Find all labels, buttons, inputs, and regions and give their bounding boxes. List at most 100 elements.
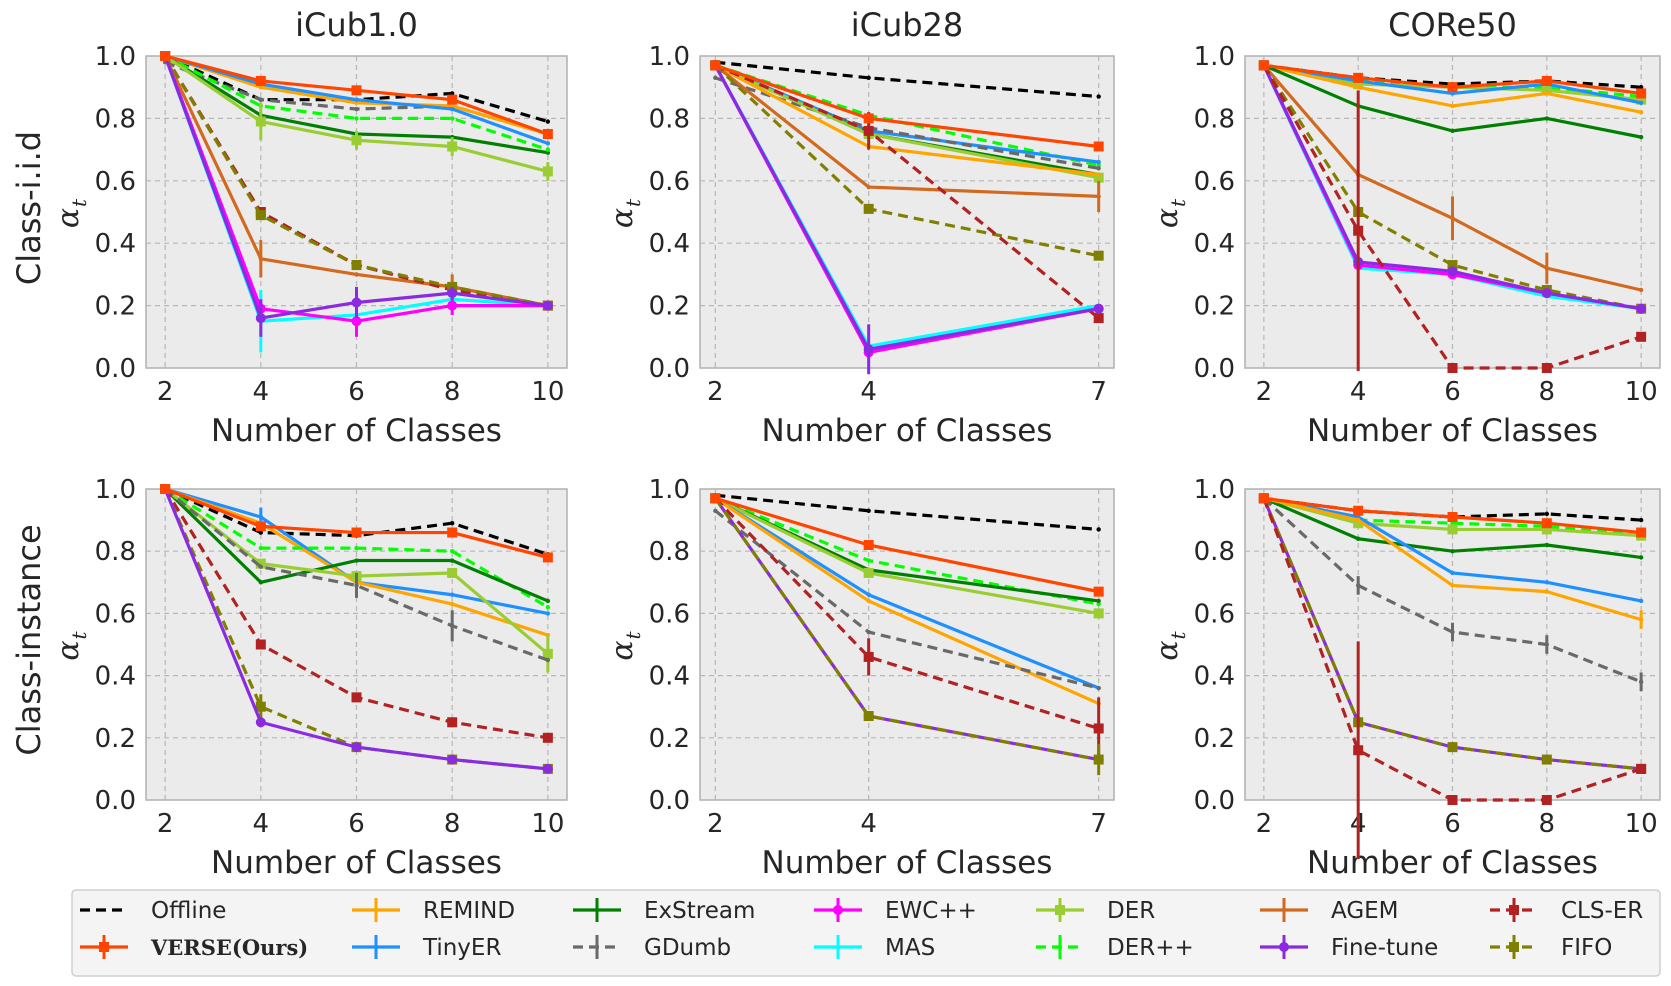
plot-area [699,488,1115,801]
data-point [1355,85,1361,90]
y-axis-label: αt [605,631,645,661]
data-point [1636,94,1647,105]
data-point [255,701,266,712]
data-point [351,85,362,96]
legend-marker [99,942,109,952]
data-point [863,203,874,214]
data-point [1093,723,1104,734]
legend-label: Offline [151,898,226,924]
legend: Offline VERSE(Ours) REMIND TinyER ExStream GD… [71,889,1661,977]
legend-label: GDumb [644,935,731,961]
data-point [1096,172,1101,177]
y-tick-label: 0.6 [95,167,136,197]
data-point [1450,216,1455,221]
data-point [710,493,721,504]
data-point [863,651,874,662]
x-tick-label: 10 [531,809,564,839]
legend-item-verse-ours: VERSE(Ours) [80,935,308,960]
row-label-class-iid: Class-i.i.d [10,131,48,285]
data-point [255,210,266,221]
y-axis-label: αt [605,198,645,228]
data-point [160,484,171,494]
data-point [1353,745,1364,756]
data-point [1450,583,1455,588]
data-point [1636,331,1647,342]
data-point [1638,109,1644,115]
data-point [866,184,871,190]
y-tick-label: 0.2 [649,724,690,754]
data-point [255,116,266,127]
data-point [258,564,264,569]
legend-marker [1509,942,1519,952]
data-point [1450,549,1455,554]
legend-item-fifo: FIFO [1490,935,1612,961]
x-tick-label: 4 [253,377,270,407]
y-axis-label-subscript: t [1166,198,1190,207]
x-tick-label: 10 [1625,809,1658,839]
x-tick-label: 6 [1444,809,1461,839]
data-point [354,272,359,277]
data-point [1447,742,1458,753]
legend-frame [71,889,1661,977]
y-tick-label: 0.0 [95,354,136,384]
data-point [863,539,874,550]
data-point [1541,518,1552,529]
data-point [1450,570,1455,576]
data-point [863,113,874,124]
y-axis-label: αt [51,198,91,228]
data-point [1093,608,1104,619]
data-point [863,567,874,578]
y-tick-label: 0.2 [649,292,690,322]
y-tick-label: 0.8 [95,537,136,567]
panel-title: CORe50 [1388,6,1517,44]
data-point [866,508,871,513]
data-point [1447,795,1458,805]
data-point [1541,85,1552,96]
data-point [1638,555,1644,560]
series-line [164,487,549,662]
x-tick-label: 2 [157,377,174,407]
data-point [160,51,171,61]
x-axis-label: Number of Classes [1307,413,1598,449]
panel-core50-iid: 0.0 0.2 0.4 0.6 0.8 1.0 2 4 6 8 10 Number of Classe… [1150,6,1661,449]
panel-icub28-instance: 0.0 0.2 0.4 0.6 0.8 1.0 2 4 7 Number of Classes αt [605,475,1115,881]
y-axis-label-subscript: t [621,198,645,207]
y-tick-label: 0.6 [649,167,690,197]
row-label-class-instance: Class-instance [10,524,48,755]
data-point [1353,505,1364,516]
data-point [863,344,874,355]
data-point [351,297,362,308]
data-point [710,60,721,71]
x-tick-label: 10 [531,377,564,407]
y-tick-label: 0.8 [95,104,136,134]
series-line [1262,64,1642,311]
y-axis-label-alpha: α [605,208,640,228]
legend-marker [1055,905,1065,915]
data-point [1355,536,1361,541]
data-point [1093,586,1104,597]
data-point [258,530,264,535]
data-point [1447,363,1458,373]
legend-item-agem: AGEM [1260,898,1399,924]
x-tick-label: 6 [1444,377,1461,407]
y-tick-label: 1.0 [649,42,690,72]
x-tick-label: 4 [860,809,877,839]
series-gdumb [1261,496,1644,692]
data-point [447,717,458,728]
data-point [1093,141,1104,152]
series-line [714,497,1099,762]
y-axis-label-alpha: α [605,640,640,660]
y-tick-label: 0.8 [649,104,690,134]
y-tick-label: 1.0 [649,475,690,505]
data-point [354,545,359,551]
y-tick-label: 0.8 [1194,104,1235,134]
data-point [1636,88,1647,99]
data-point [1541,75,1552,86]
data-point [1638,598,1644,604]
y-tick-label: 0.6 [1194,599,1235,629]
x-tick-label: 4 [253,809,270,839]
x-tick-label: 6 [348,377,365,407]
data-point [1096,94,1101,99]
